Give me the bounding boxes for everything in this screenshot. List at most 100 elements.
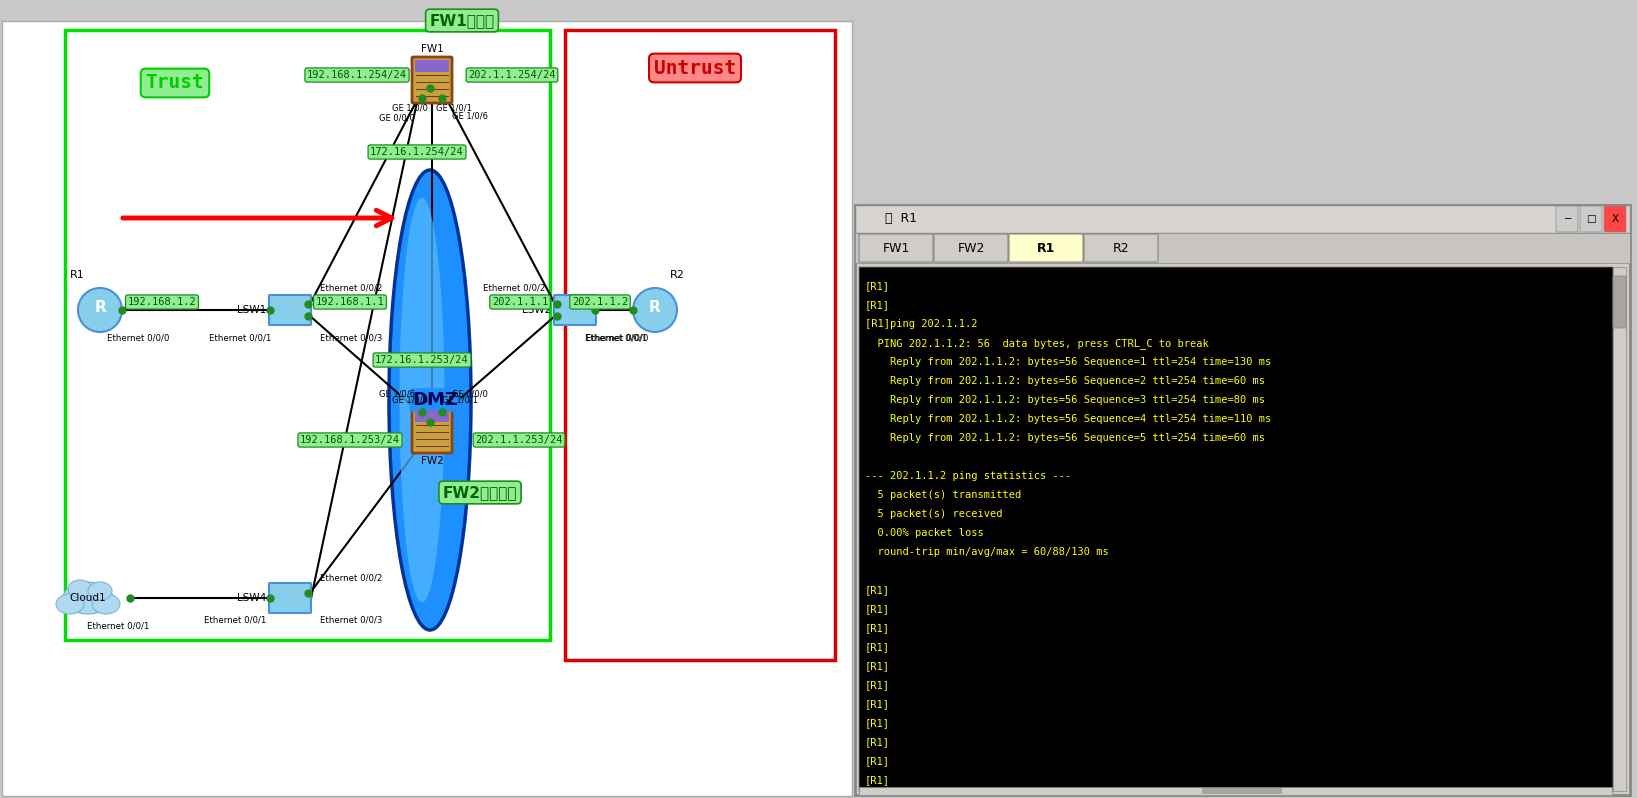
Text: Ethernet 0/0/1: Ethernet 0/0/1 (210, 334, 272, 342)
FancyBboxPatch shape (1008, 234, 1084, 262)
FancyBboxPatch shape (1612, 276, 1626, 328)
Text: [R1]: [R1] (864, 585, 891, 595)
Text: [R1]: [R1] (864, 775, 891, 785)
FancyBboxPatch shape (413, 57, 452, 103)
Text: [R1]: [R1] (864, 642, 891, 652)
FancyBboxPatch shape (2, 21, 851, 796)
Text: FW1: FW1 (421, 44, 444, 54)
FancyBboxPatch shape (859, 267, 1612, 791)
FancyBboxPatch shape (1084, 234, 1157, 262)
Text: Reply from 202.1.1.2: bytes=56 Sequence=1 ttl=254 time=130 ms: Reply from 202.1.1.2: bytes=56 Sequence=… (864, 357, 1272, 367)
FancyBboxPatch shape (268, 583, 311, 613)
Text: GE 1/0/6: GE 1/0/6 (452, 112, 488, 120)
Text: 192.168.1.254/24: 192.168.1.254/24 (308, 70, 408, 80)
FancyBboxPatch shape (1604, 206, 1626, 232)
Text: 202.1.1.2: 202.1.1.2 (571, 297, 629, 307)
Text: FW2: FW2 (958, 242, 985, 255)
Text: Untrust: Untrust (653, 58, 737, 77)
Text: GE 1/0/1: GE 1/0/1 (435, 104, 471, 113)
Text: [R1]: [R1] (864, 661, 891, 671)
Text: Ethernet 0/0/0: Ethernet 0/0/0 (586, 334, 648, 342)
FancyBboxPatch shape (859, 787, 1612, 795)
FancyBboxPatch shape (855, 205, 1630, 233)
Text: GE 1/0/1: GE 1/0/1 (442, 396, 478, 405)
FancyBboxPatch shape (416, 410, 449, 422)
Text: [R1]: [R1] (864, 623, 891, 633)
Text: LSW4: LSW4 (237, 593, 265, 603)
Text: round-trip min/avg/max = 60/88/130 ms: round-trip min/avg/max = 60/88/130 ms (864, 547, 1108, 557)
Text: --- 202.1.1.2 ping statistics ---: --- 202.1.1.2 ping statistics --- (864, 471, 1071, 481)
Text: 202.1.1.253/24: 202.1.1.253/24 (475, 435, 563, 445)
Text: 192.168.1.1: 192.168.1.1 (316, 297, 385, 307)
Text: 🖥  R1: 🖥 R1 (886, 212, 917, 226)
FancyBboxPatch shape (553, 295, 596, 325)
Text: X: X (1611, 214, 1619, 224)
Text: GE 0/0/0: GE 0/0/0 (452, 389, 488, 398)
Text: DMZ: DMZ (413, 391, 458, 409)
Text: Reply from 202.1.1.2: bytes=56 Sequence=4 ttl=254 time=110 ms: Reply from 202.1.1.2: bytes=56 Sequence=… (864, 414, 1272, 424)
Text: Ethernet 0/0/2: Ethernet 0/0/2 (483, 283, 545, 293)
Ellipse shape (399, 198, 445, 602)
Ellipse shape (390, 170, 471, 630)
Text: R2: R2 (1113, 242, 1130, 255)
Text: R: R (93, 301, 106, 315)
Text: Reply from 202.1.1.2: bytes=56 Sequence=5 ttl=254 time=60 ms: Reply from 202.1.1.2: bytes=56 Sequence=… (864, 433, 1265, 443)
Text: LSW2: LSW2 (522, 305, 552, 315)
Text: Ethernet 0/0/1: Ethernet 0/0/1 (205, 615, 267, 625)
Text: GE 1/0/6: GE 1/0/6 (380, 389, 416, 398)
Text: 202.1.1.1: 202.1.1.1 (491, 297, 548, 307)
Text: 0.00% packet loss: 0.00% packet loss (864, 528, 984, 538)
FancyBboxPatch shape (855, 205, 1630, 795)
Text: Reply from 202.1.1.2: bytes=56 Sequence=3 ttl=254 time=80 ms: Reply from 202.1.1.2: bytes=56 Sequence=… (864, 395, 1265, 405)
Text: [R1]: [R1] (864, 300, 891, 310)
Text: R: R (650, 301, 661, 315)
Text: Cloud1: Cloud1 (70, 593, 106, 603)
Text: [R1]: [R1] (864, 737, 891, 747)
Text: [R1]ping 202.1.1.2: [R1]ping 202.1.1.2 (864, 319, 977, 329)
Text: [R1]: [R1] (864, 680, 891, 690)
Text: ─: ─ (1563, 214, 1570, 224)
FancyBboxPatch shape (855, 233, 1630, 263)
Text: LSW1: LSW1 (237, 305, 265, 315)
Ellipse shape (88, 582, 111, 600)
Ellipse shape (69, 580, 92, 598)
Ellipse shape (56, 594, 83, 614)
FancyBboxPatch shape (1612, 267, 1626, 791)
Text: 5 packet(s) transmitted: 5 packet(s) transmitted (864, 490, 1021, 500)
Text: Trust: Trust (146, 73, 205, 93)
Text: R1: R1 (1036, 242, 1056, 255)
Ellipse shape (62, 582, 113, 614)
Text: Ethernet 0/0/2: Ethernet 0/0/2 (319, 283, 383, 293)
Text: [R1]: [R1] (864, 604, 891, 614)
FancyBboxPatch shape (859, 234, 933, 262)
FancyBboxPatch shape (1580, 206, 1603, 232)
Text: FW1: FW1 (882, 242, 910, 255)
Circle shape (634, 288, 678, 332)
Text: R1: R1 (70, 270, 85, 280)
FancyBboxPatch shape (935, 234, 1008, 262)
Text: GE 0/0/0: GE 0/0/0 (380, 113, 414, 123)
FancyBboxPatch shape (268, 295, 311, 325)
Text: FW1主设备: FW1主设备 (429, 13, 494, 28)
Text: FW2: FW2 (421, 456, 444, 466)
Text: [R1]: [R1] (864, 718, 891, 728)
Text: PING 202.1.1.2: 56  data bytes, press CTRL_C to break: PING 202.1.1.2: 56 data bytes, press CTR… (864, 338, 1208, 349)
Text: 172.16.1.254/24: 172.16.1.254/24 (370, 147, 463, 157)
Text: 172.16.1.253/24: 172.16.1.253/24 (375, 355, 468, 365)
Text: R2: R2 (670, 270, 684, 280)
Text: Reply from 202.1.1.2: bytes=56 Sequence=2 ttl=254 time=60 ms: Reply from 202.1.1.2: bytes=56 Sequence=… (864, 376, 1265, 386)
FancyBboxPatch shape (1202, 788, 1282, 794)
Text: Ethernet 0/0/3: Ethernet 0/0/3 (319, 615, 383, 625)
Ellipse shape (92, 594, 120, 614)
Text: FW2备用设备: FW2备用设备 (442, 485, 517, 500)
Text: □: □ (1586, 214, 1596, 224)
Text: Ethernet 0/0/1: Ethernet 0/0/1 (87, 622, 149, 630)
FancyBboxPatch shape (413, 407, 452, 453)
Text: 5 packet(s) received: 5 packet(s) received (864, 509, 1002, 519)
Text: [R1]: [R1] (864, 281, 891, 291)
FancyBboxPatch shape (416, 60, 449, 72)
Text: Ethernet 0/0/2: Ethernet 0/0/2 (319, 574, 383, 583)
Text: 192.168.1.2: 192.168.1.2 (128, 297, 196, 307)
Text: [R1]: [R1] (864, 699, 891, 709)
Text: Ethernet 0/0/1: Ethernet 0/0/1 (584, 334, 647, 342)
